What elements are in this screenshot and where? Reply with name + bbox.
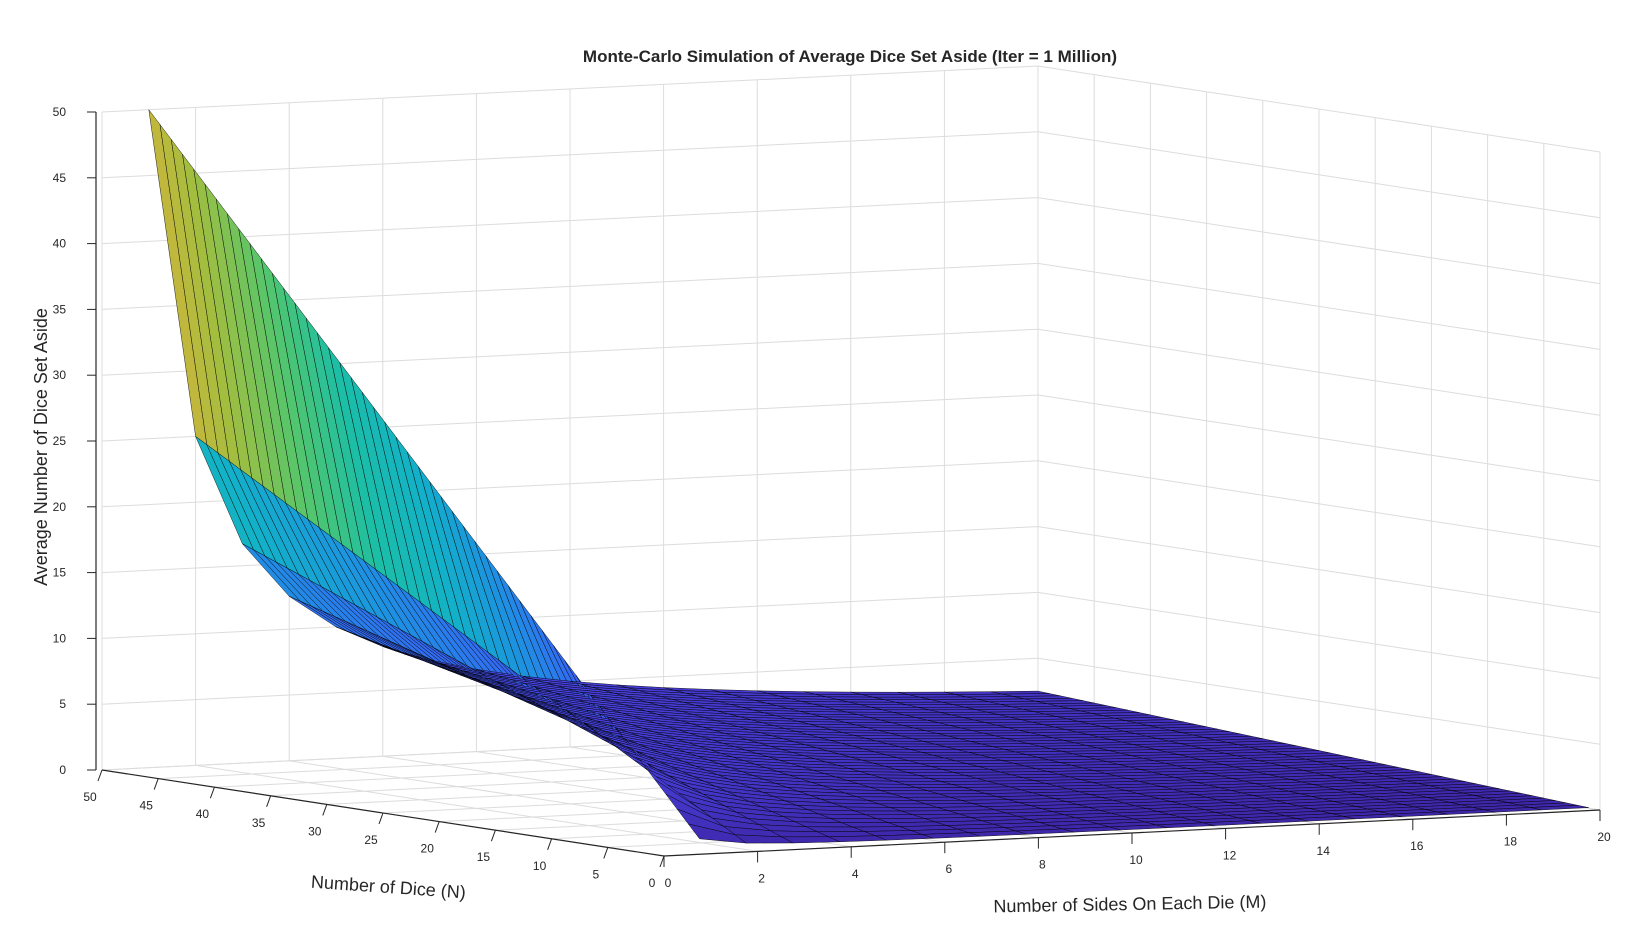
z-axis-label: Average Number of Dice Set Aside <box>31 308 51 586</box>
x-tick-label: 20 <box>1597 830 1611 844</box>
x-tick-label: 4 <box>852 867 859 881</box>
y-tick-label: 10 <box>533 859 547 873</box>
grid-line <box>1037 131 1601 219</box>
y-tick <box>97 769 103 782</box>
grid-line <box>1037 394 1601 482</box>
x-tick-label: 12 <box>1223 848 1237 862</box>
surface-patch <box>1530 804 1589 811</box>
y-tick <box>322 804 328 816</box>
z-tick-label: 25 <box>53 434 67 448</box>
z-tick-label: 20 <box>53 500 67 514</box>
y-tick <box>153 778 159 790</box>
x-tick-label: 8 <box>1039 858 1046 872</box>
surface <box>148 109 1589 844</box>
y-tick-label: 5 <box>592 867 599 881</box>
grid-line <box>101 526 1039 574</box>
z-tick-label: 45 <box>53 171 67 185</box>
tick-labels: 0 2 4 6 8 10 12 14 16 18 20 0 5 10 15 20 25 30 35 40 45 50 0 5 1… <box>53 105 1611 890</box>
x-tick-label: 6 <box>945 862 952 876</box>
x-tick-label: 14 <box>1317 844 1331 858</box>
y-tick-label: 50 <box>83 790 97 804</box>
y-tick <box>603 847 609 859</box>
grid-line <box>1037 197 1601 285</box>
grid-line <box>1037 65 1601 153</box>
y-tick-label: 45 <box>140 799 154 813</box>
y-tick-label: 20 <box>421 842 435 856</box>
x-tick-label: 10 <box>1129 853 1143 867</box>
y-tick-label: 40 <box>196 807 210 821</box>
z-tick-label: 50 <box>53 105 67 119</box>
y-tick <box>209 787 215 799</box>
z-tick-label: 15 <box>53 566 67 580</box>
y-tick <box>378 812 384 825</box>
z-tick-label: 40 <box>53 237 67 251</box>
y-tick <box>266 795 272 807</box>
y-tick <box>434 821 440 833</box>
chart-title: Monte-Carlo Simulation of Average Dice S… <box>583 47 1117 66</box>
grid-line <box>1037 460 1601 548</box>
grid-line <box>1037 657 1601 745</box>
z-tick-label: 35 <box>53 302 67 316</box>
grid-line <box>1037 526 1601 614</box>
x-axis-label: Number of Sides On Each Die (M) <box>993 892 1266 917</box>
grid-line <box>1037 328 1601 416</box>
x-tick-label: 16 <box>1410 839 1424 853</box>
x-tick-label: 2 <box>758 871 765 885</box>
x-tick-label: 18 <box>1504 835 1518 849</box>
grid-line <box>101 131 1039 179</box>
z-tick-label: 5 <box>59 697 66 711</box>
y-tick <box>547 838 553 850</box>
y-tick-label: 15 <box>477 850 491 864</box>
grid-line <box>101 65 1039 113</box>
axes <box>87 111 1601 868</box>
y-tick-label: 25 <box>364 833 378 847</box>
x-tick-label: 0 <box>665 876 672 890</box>
grid-line <box>101 591 1039 639</box>
z-tick-label: 0 <box>59 763 66 777</box>
y-tick-label: 30 <box>308 824 322 838</box>
y-tick-label: 0 <box>649 876 656 890</box>
y-axis-label: Number of Dice (N) <box>310 872 466 903</box>
y-tick-label: 35 <box>252 816 266 830</box>
y-tick <box>659 855 665 868</box>
z-tick-label: 30 <box>53 368 67 382</box>
y-tick <box>490 830 496 842</box>
grid-line <box>101 197 1039 245</box>
grid-line <box>1037 591 1601 679</box>
z-tick-label: 10 <box>53 631 67 645</box>
grid-line <box>1037 262 1601 350</box>
